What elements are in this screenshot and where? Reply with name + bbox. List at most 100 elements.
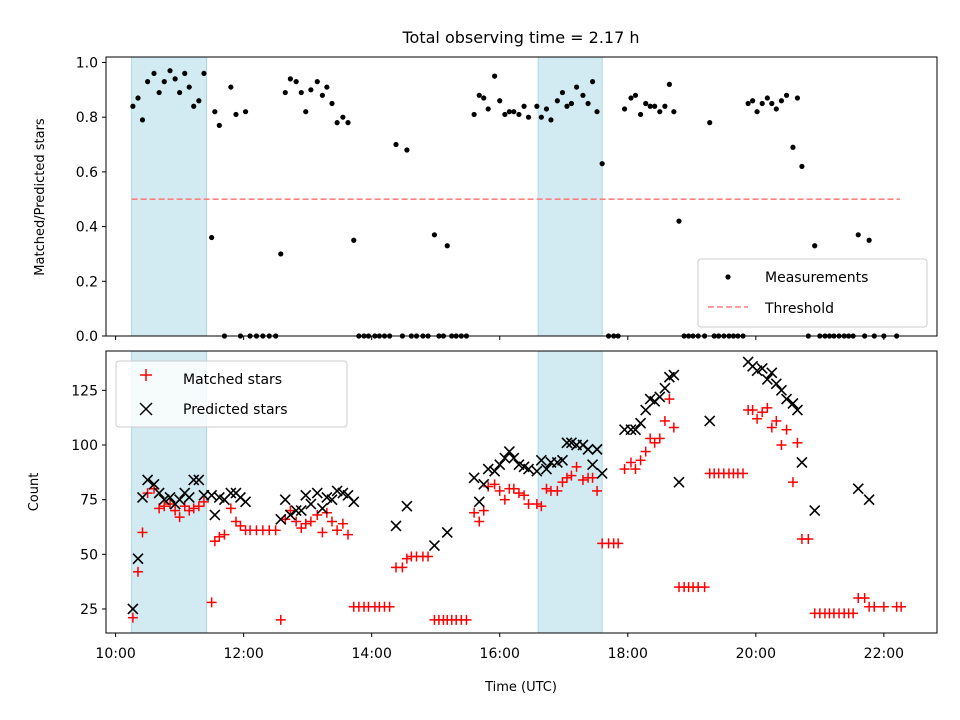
matched-star-point [235, 520, 246, 531]
matched-star-point [296, 523, 307, 534]
measurement-point [233, 111, 239, 118]
top-y-tick-label: 0.0 [76, 329, 98, 345]
matched-star-point [592, 485, 603, 496]
matched-star-point [664, 394, 675, 405]
predicted-star-point [635, 417, 647, 429]
predicted-star-point [508, 452, 520, 464]
predicted-star-point [188, 474, 200, 486]
measurement-point [538, 114, 544, 120]
predicted-star-point [136, 491, 149, 504]
matched-star-point [469, 507, 480, 518]
measurement-point [759, 100, 765, 107]
predicted-star-point [441, 526, 453, 539]
matched-star-point [619, 464, 630, 475]
measurement-point [643, 100, 649, 107]
measurement-point [161, 79, 167, 85]
matched-star-point [531, 499, 542, 510]
matched-star-point [165, 499, 176, 510]
predicted-star-point [586, 459, 599, 471]
predicted-star-point [503, 445, 515, 458]
predicted-star-point [596, 467, 608, 479]
top-y-axis-label: Matched/Predicted stars [33, 118, 48, 276]
measurement-point [502, 111, 508, 118]
bottom-plot-frame [105, 350, 938, 634]
top-plot-frame [105, 56, 938, 337]
measurement-point [444, 243, 450, 249]
measurement-point [492, 73, 498, 79]
measurement-point [216, 122, 222, 128]
top-y-tick-label: 0.4 [76, 220, 98, 236]
predicted-star-point [561, 437, 573, 449]
legend-matched-label: Matched stars [183, 372, 282, 388]
predicted-star-point [158, 494, 170, 506]
predicted-star-point [193, 474, 205, 486]
predicted-star-point [468, 472, 480, 484]
measurement-point [790, 144, 796, 150]
predicted-star-point [787, 397, 799, 410]
matched-star-point [317, 527, 328, 538]
predicted-star-point [428, 539, 440, 552]
predicted-star-point [852, 483, 864, 495]
measurement-point [329, 100, 335, 107]
predicted-star-point [791, 404, 803, 416]
measurement-point [481, 95, 487, 101]
measurement-point [242, 109, 249, 115]
matched-star-point [896, 601, 907, 612]
measurement-point [196, 98, 202, 104]
bottom-x-axis: 10:00 12:00 14:00 16:00 18:00 20:00 22:00 [95, 633, 904, 662]
measurement-point [393, 141, 399, 148]
predicted-star-point [591, 443, 603, 455]
matched-star-point [305, 516, 316, 527]
matched-star-point [397, 562, 408, 573]
predicted-star-point [311, 487, 323, 499]
predicted-star-point [174, 494, 186, 506]
measurement-point [799, 163, 805, 170]
matched-star-point [630, 464, 641, 475]
measurement-point [145, 79, 151, 85]
matched-star-point [209, 536, 220, 547]
measurement-point [666, 81, 672, 87]
predicted-star-point [863, 494, 875, 506]
matched-star-point [848, 608, 859, 619]
predicted-star-point [390, 520, 402, 532]
matched-star-point [225, 503, 236, 514]
predicted-star-point [482, 463, 494, 475]
measurement-point [521, 103, 527, 109]
matched-star-point [587, 472, 598, 483]
predicted-star-point [401, 500, 413, 512]
matched-star-point [127, 612, 138, 623]
predicted-star-point [531, 465, 543, 477]
bottom-shaded-interval-2 [537, 350, 603, 634]
legend-threshold-label: Threshold [764, 301, 834, 317]
matched-star-point [699, 582, 710, 593]
measurement-point [676, 218, 682, 224]
measurement-point [589, 79, 596, 85]
matched-star-point [499, 494, 510, 505]
matched-star-point [869, 601, 880, 612]
predicted-star-point [673, 476, 685, 488]
top-shaded-intervals [131, 56, 603, 337]
matched-star-point [174, 512, 185, 523]
matched-star-point [859, 593, 870, 604]
matched-star-point [571, 461, 582, 472]
matched-star-point [787, 477, 798, 488]
matched-star-point [557, 477, 568, 488]
measurement-point [580, 92, 586, 98]
matched-star-point [198, 496, 209, 507]
matched-star-point [668, 422, 679, 433]
predicted-star-point [522, 463, 535, 475]
matched-star-point [461, 614, 472, 625]
matched-star-point [159, 501, 170, 512]
bottom-y-axis-label: Count [27, 473, 42, 512]
measurement-point [303, 109, 309, 115]
predicted-star-point [775, 384, 787, 396]
top-y-tick-label: 1.0 [76, 55, 98, 71]
matched-star-point [566, 470, 577, 481]
measurement-point [554, 98, 560, 104]
matched-star-point [752, 413, 763, 424]
matched-star-point [214, 531, 225, 542]
predicted-star-point [142, 474, 154, 486]
bottom-y-tick-label: 100 [71, 438, 98, 454]
measurement-point [287, 76, 293, 82]
predicted-star-point [659, 382, 671, 394]
